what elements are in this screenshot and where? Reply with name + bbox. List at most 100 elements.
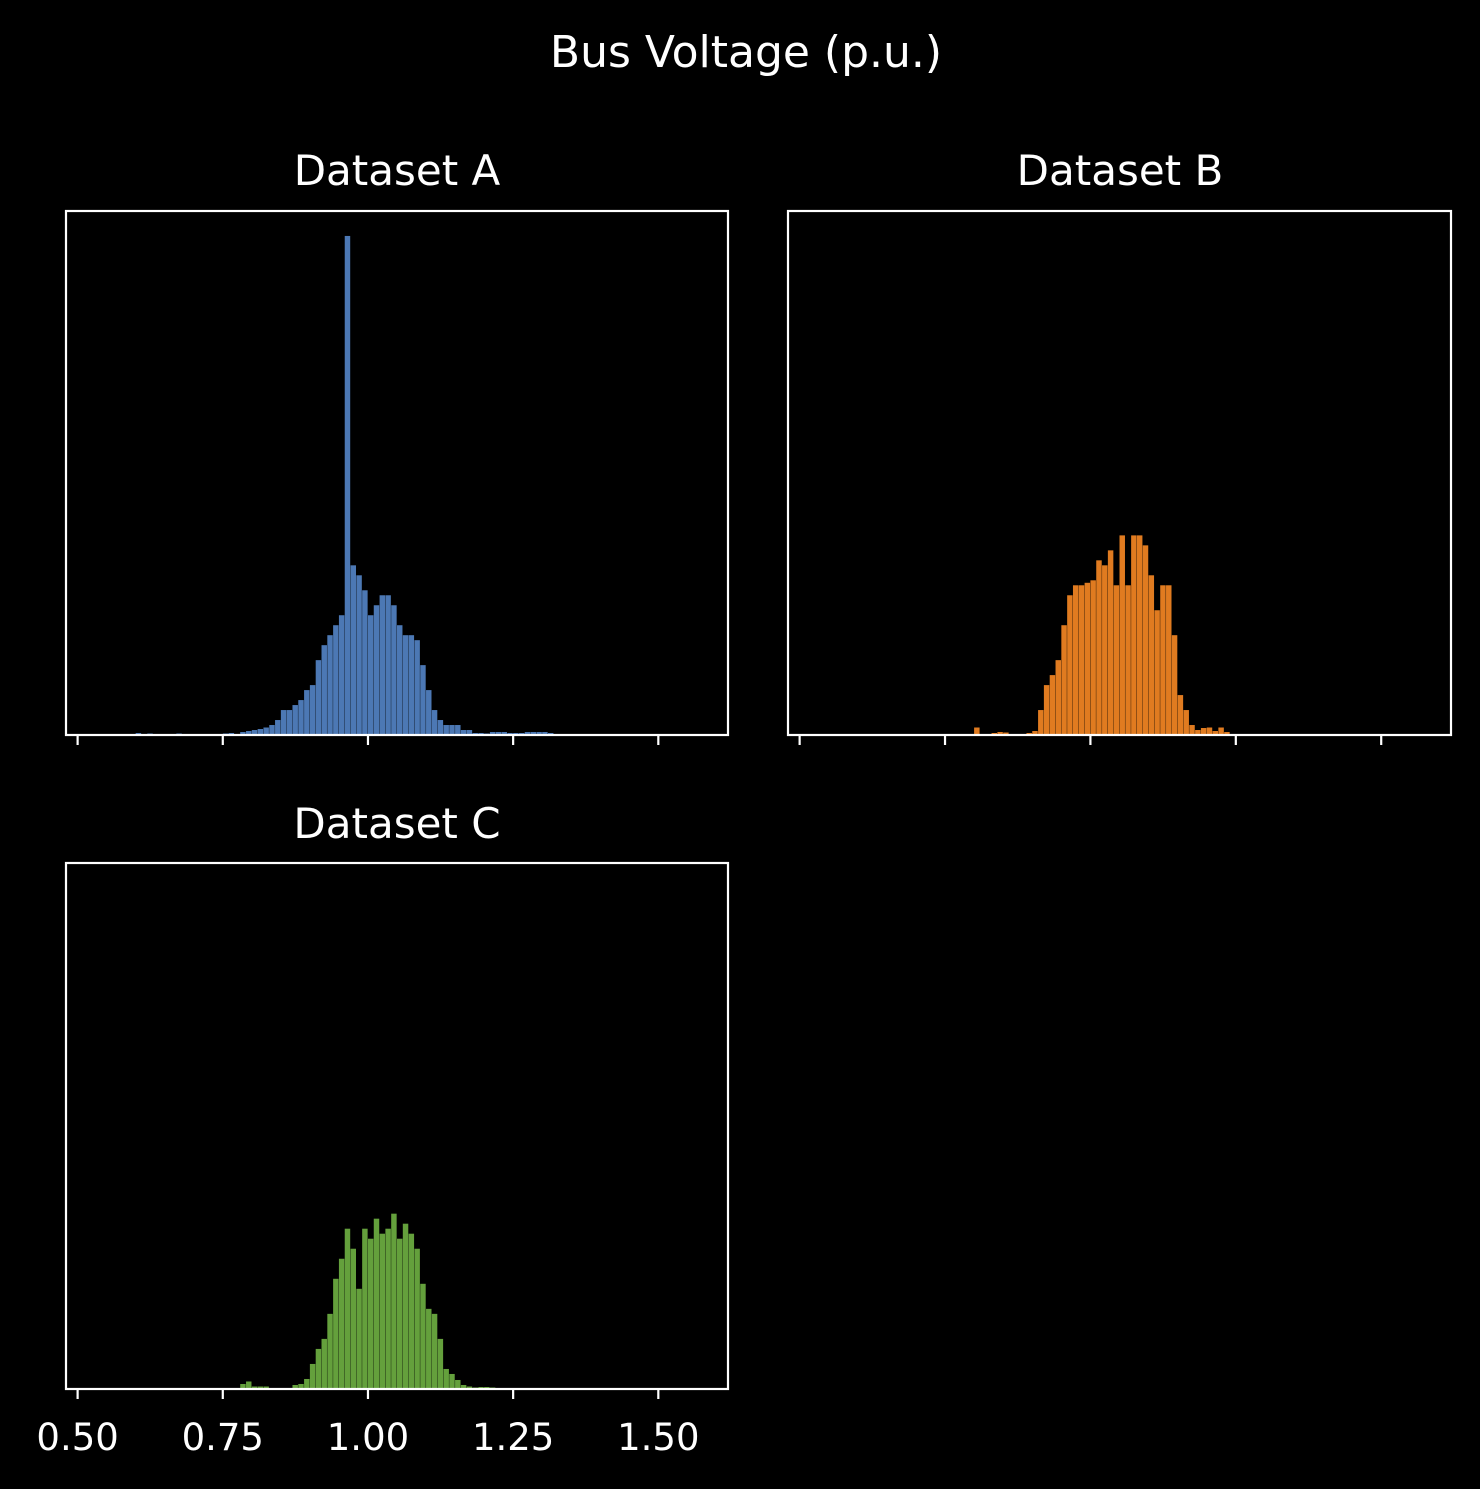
histogram-bar — [257, 1386, 264, 1389]
histogram-bar — [1119, 535, 1125, 735]
histogram-bar — [466, 1386, 473, 1389]
histogram-bar — [367, 615, 374, 735]
histogram-bar — [1078, 585, 1085, 735]
histogram-bar — [501, 732, 507, 735]
histogram-bar — [263, 727, 269, 735]
histogram-bar — [414, 640, 420, 735]
histogram-bar — [1096, 560, 1102, 735]
panel-dataset-c: Dataset C 0.50 0.75 1.00 1.25 1.50 — [36, 799, 730, 1459]
histogram-bar — [437, 720, 444, 735]
histogram-bar — [286, 710, 293, 735]
histogram-bar — [373, 605, 380, 735]
histogram-bar — [315, 1348, 322, 1389]
histogram-bar — [1200, 728, 1207, 735]
histogram-bar — [524, 732, 531, 735]
histogram-bar — [402, 635, 409, 735]
histogram-bar — [530, 732, 537, 735]
histogram-bar — [495, 732, 502, 735]
histogram-bar — [309, 685, 316, 735]
panel-dataset-a: Dataset A — [64, 146, 730, 745]
histogram-bar — [362, 590, 368, 735]
histogram-bar — [1072, 585, 1079, 735]
plot-frame — [64, 861, 730, 1391]
histogram-bar — [275, 720, 281, 735]
histogram-bar — [536, 732, 542, 735]
histogram-bar — [1136, 535, 1143, 735]
histogram-bar — [460, 730, 467, 735]
panel-title-dataset-c: Dataset C — [293, 799, 500, 848]
x-tick-label: 0.75 — [182, 1416, 264, 1459]
histogram-bar — [362, 1228, 368, 1389]
histogram-bar — [1142, 545, 1149, 735]
histogram-bar — [240, 1383, 246, 1389]
histogram-bar — [443, 1368, 449, 1389]
histogram-bar — [391, 605, 397, 735]
histogram-bar — [426, 690, 432, 735]
histogram-bar — [280, 710, 287, 735]
histogram-bar — [327, 635, 333, 735]
histogram-bar — [298, 1383, 304, 1389]
histogram-bar — [1032, 731, 1038, 735]
histogram-bar — [1131, 535, 1137, 735]
histogram-bar — [1195, 730, 1201, 735]
histogram-bar — [344, 235, 351, 735]
histogram-bar — [431, 710, 438, 735]
histogram-bar — [1102, 565, 1108, 735]
histogram-bar — [240, 732, 246, 735]
histogram-bar — [350, 1248, 356, 1389]
histogram-bar — [1107, 550, 1114, 735]
histogram-bar — [542, 732, 548, 735]
histogram-bar — [1049, 675, 1056, 735]
histogram-bar — [455, 1379, 461, 1389]
x-tick-label: 0.50 — [36, 1416, 118, 1459]
histogram-bar — [1224, 732, 1230, 735]
histogram-bar — [466, 730, 473, 735]
histogram-bar — [1160, 585, 1166, 735]
histogram-bar — [379, 595, 386, 735]
histogram-bar — [257, 729, 264, 735]
histogram-bar — [1218, 727, 1224, 735]
histogram-bar — [1061, 625, 1067, 735]
histogram-bar — [1148, 575, 1155, 735]
histogram-bar — [367, 1238, 374, 1389]
histogram-bar — [304, 1378, 310, 1389]
histogram-bar — [298, 700, 304, 735]
histogram-bar — [449, 1373, 455, 1389]
histogram-bar — [269, 725, 275, 735]
histogram-bar — [449, 725, 455, 735]
histogram-bar — [321, 1338, 327, 1389]
x-tick-label: 1.00 — [327, 1416, 409, 1459]
histogram-bar — [1183, 710, 1189, 735]
histogram-bar — [1043, 685, 1050, 735]
histogram-bar — [1125, 585, 1131, 735]
histogram-bar — [344, 1228, 351, 1389]
histogram-bar — [397, 625, 403, 735]
histogram-bar — [997, 732, 1003, 735]
histogram-bar — [263, 1386, 269, 1389]
histogram-bar — [1212, 731, 1219, 735]
histogram-bar — [304, 690, 310, 735]
x-tick-label: 1.25 — [472, 1416, 554, 1459]
histogram-bar — [350, 565, 356, 735]
histogram-bar — [1166, 585, 1172, 735]
histogram-bar — [356, 575, 362, 735]
histogram-bar — [402, 1223, 409, 1389]
histogram-bar — [373, 1218, 380, 1389]
histogram-bar — [1177, 695, 1184, 735]
histogram-bar — [408, 635, 415, 735]
histogram-bar — [414, 1248, 420, 1389]
histogram-bar — [426, 1308, 432, 1389]
histogram-bar — [1084, 582, 1091, 735]
histogram-bar — [321, 645, 327, 735]
histogram-bar — [385, 595, 391, 735]
histogram-bar — [437, 1338, 444, 1389]
histogram-bar — [1090, 580, 1096, 735]
histogram-bar — [397, 1238, 403, 1389]
histogram-bar — [1206, 727, 1213, 735]
histogram-bar — [443, 725, 449, 735]
histogram-bar — [338, 615, 345, 735]
histogram-bar — [327, 1313, 333, 1389]
histogram-bar — [385, 1228, 391, 1389]
